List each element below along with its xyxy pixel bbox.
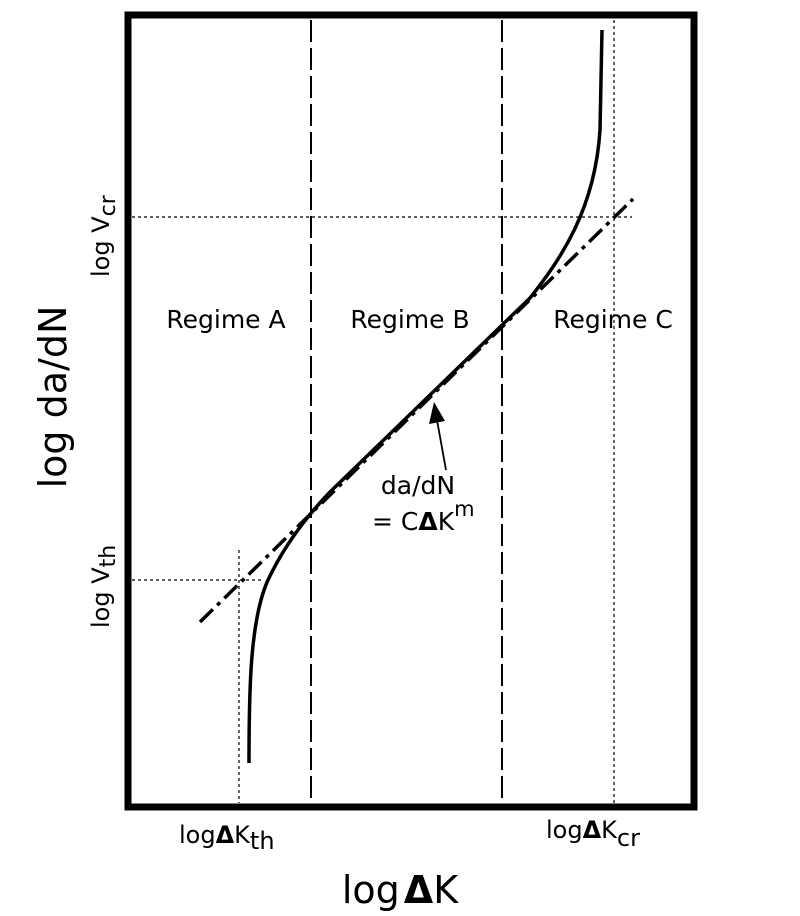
equation-k: K xyxy=(438,507,455,536)
y-tick-v-th: log Vth xyxy=(87,545,121,628)
x-tick-k-cr: logΔKcr xyxy=(546,816,640,852)
equation-exponent: m xyxy=(454,497,474,521)
equation-line2: = CΔKm xyxy=(372,497,475,536)
crack-growth-curve xyxy=(247,29,604,764)
x-axis-title: log ΔK xyxy=(342,868,459,912)
y-axis-title: log da/dN xyxy=(31,306,75,489)
y-tick-v-cr: log Vcr xyxy=(87,194,121,277)
equation-arrow-head xyxy=(429,402,445,424)
regime-c-label: Regime C xyxy=(553,305,673,334)
regime-a-label: Regime A xyxy=(166,305,285,334)
equation-arrow-shaft xyxy=(436,419,447,471)
equation-line1: da/dN xyxy=(381,471,455,500)
regime-b-label: Regime B xyxy=(350,305,469,334)
x-tick-k-th: logΔKth xyxy=(179,821,275,855)
plot-frame xyxy=(124,11,698,811)
equation-delta-symbol: Δ xyxy=(418,507,438,536)
equation-equals: = C xyxy=(372,507,418,536)
